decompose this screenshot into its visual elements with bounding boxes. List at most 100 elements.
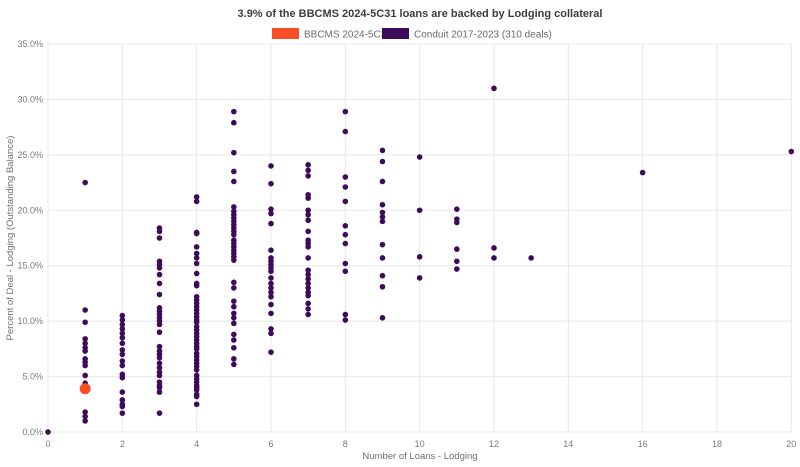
data-point: [156, 360, 163, 367]
data-point: [193, 346, 200, 352]
data-point: [268, 275, 274, 281]
data-point: [305, 207, 311, 214]
data-point: [342, 260, 349, 267]
y-tick-label: 10.0%: [17, 316, 43, 326]
data-point: [268, 163, 274, 169]
data-point: [82, 336, 88, 342]
y-tick-label: 5.0%: [22, 372, 43, 382]
data-point: [454, 246, 460, 252]
data-point: [156, 372, 163, 379]
data-point: [119, 397, 126, 403]
data-point: [82, 409, 88, 415]
y-axis-title: Percent of Deal - Lodging (Outstanding B…: [5, 136, 16, 341]
data-point: [156, 235, 163, 241]
data-point: [268, 285, 274, 291]
x-tick-label: 0: [45, 439, 50, 449]
x-tick-label: 20: [786, 439, 796, 449]
data-point: [231, 168, 237, 175]
data-point: [119, 326, 126, 332]
data-point: [342, 198, 349, 205]
data-point: [82, 418, 88, 424]
data-point: [268, 280, 274, 287]
data-point: [156, 410, 163, 416]
data-point: [379, 147, 386, 154]
data-point: [268, 326, 274, 332]
legend-swatch[interactable]: [382, 28, 409, 39]
legend-item[interactable]: Conduit 2017-2023 (310 deals): [382, 28, 552, 41]
data-point: [305, 167, 311, 174]
legend-swatch[interactable]: [272, 28, 299, 39]
data-point: [342, 240, 349, 247]
data-point: [268, 301, 274, 308]
legend-label[interactable]: BBCMS 2024-5C31: [304, 30, 392, 41]
data-point: [305, 300, 311, 307]
data-point: [119, 410, 126, 416]
data-point: [268, 330, 274, 337]
x-axis-title: Number of Loans - Lodging: [362, 451, 477, 462]
y-tick-label: 20.0%: [17, 205, 43, 215]
legend: BBCMS 2024-5C31 Conduit 2017-2023 (310 de…: [272, 28, 552, 41]
data-point: [156, 384, 163, 391]
data-point: [156, 389, 163, 395]
data-point: [268, 268, 274, 275]
data-point: [342, 108, 349, 115]
data-point: [119, 340, 126, 347]
data-point: [119, 334, 126, 341]
data-point: [79, 383, 91, 395]
data-point: [268, 293, 274, 300]
y-tick-label: 30.0%: [17, 94, 43, 104]
data-point: [342, 184, 349, 190]
data-point: [119, 403, 126, 410]
data-point: [528, 255, 534, 261]
data-point: [82, 413, 88, 420]
data-point: [231, 285, 237, 291]
x-tick-label: 4: [194, 439, 199, 449]
x-tick-label: 10: [415, 439, 425, 449]
chart-title: 3.9% of the BBCMS 2024-5C31 loans are ba…: [238, 8, 603, 20]
data-point: [268, 289, 274, 296]
data-point: [379, 272, 386, 279]
data-point: [231, 337, 237, 343]
data-point: [119, 374, 126, 381]
data-point: [379, 178, 386, 185]
data-point: [231, 231, 237, 238]
data-point: [193, 282, 200, 289]
data-point: [416, 275, 423, 281]
data-point: [231, 356, 237, 362]
data-point: [82, 319, 88, 326]
data-point: [231, 310, 237, 317]
data-point: [342, 317, 349, 323]
data-point: [454, 206, 460, 212]
data-point: [416, 207, 423, 214]
data-point: [193, 270, 200, 277]
data-point: [193, 367, 200, 373]
data-point: [454, 266, 460, 272]
data-point: [342, 174, 349, 180]
y-tick-label: 25.0%: [17, 150, 43, 160]
legend-label[interactable]: Conduit 2017-2023 (310 deals): [414, 30, 552, 41]
data-point: [379, 255, 386, 261]
x-tick-label: 2: [120, 439, 125, 449]
data-point: [491, 85, 497, 92]
data-point: [231, 257, 237, 263]
data-point: [193, 319, 200, 326]
data-point: [119, 330, 126, 337]
data-point: [342, 128, 349, 135]
x-tick-label: 8: [343, 439, 348, 449]
y-tick-label: 15.0%: [17, 261, 43, 271]
data-point: [193, 260, 200, 267]
data-point: [156, 291, 163, 298]
data-point: [231, 320, 237, 327]
data-point: [82, 179, 88, 186]
data-point: [193, 393, 200, 400]
data-point: [305, 280, 311, 287]
data-point: [305, 211, 311, 218]
data-point: [156, 280, 163, 287]
data-point: [639, 169, 646, 176]
data-point: [231, 108, 237, 115]
data-point: [788, 148, 795, 155]
legend-item[interactable]: BBCMS 2024-5C31: [272, 28, 392, 41]
data-point: [156, 321, 163, 328]
data-point: [305, 267, 311, 273]
